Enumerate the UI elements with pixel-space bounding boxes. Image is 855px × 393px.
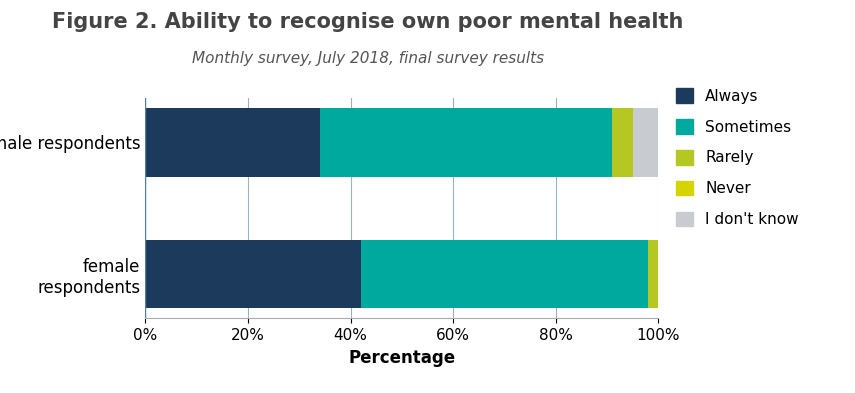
Text: Figure 2. Ability to recognise own poor mental health: Figure 2. Ability to recognise own poor … [52,12,683,32]
Bar [361,240,648,309]
Text: Monthly survey, July 2018, final survey results: Monthly survey, July 2018, final survey … [192,51,544,66]
X-axis label: Percentage: Percentage [348,349,456,367]
Bar [612,108,633,177]
Bar [633,108,658,177]
Bar [320,108,612,177]
Bar [648,240,658,309]
Legend: Always, Sometimes, Rarely, Never, I don't know: Always, Sometimes, Rarely, Never, I don'… [676,88,799,227]
Bar [145,108,320,177]
Bar [145,240,361,309]
